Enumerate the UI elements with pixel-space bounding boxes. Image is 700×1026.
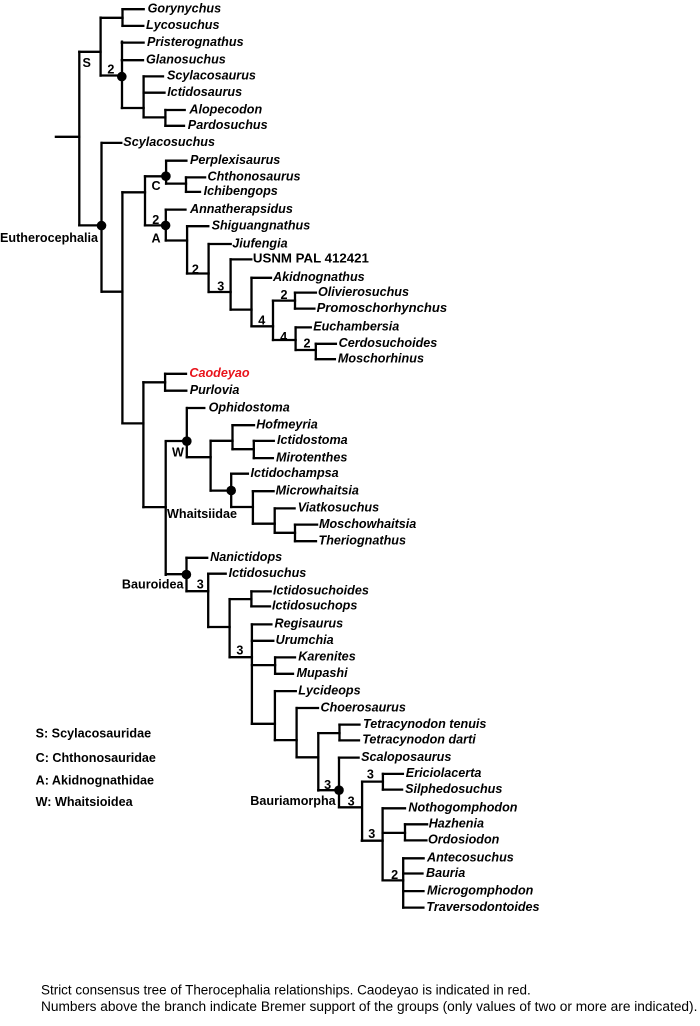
svg-text:A: A <box>151 231 160 245</box>
svg-text:3: 3 <box>217 279 224 293</box>
svg-text:3: 3 <box>236 644 243 658</box>
svg-text:C: Chthonosauridae: C: Chthonosauridae <box>36 751 156 765</box>
svg-text:A: Akidnognathidae: A: Akidnognathidae <box>36 774 154 788</box>
svg-text:Scylacosuchus: Scylacosuchus <box>123 135 215 149</box>
svg-text:Antecosuchus: Antecosuchus <box>426 851 514 865</box>
svg-text:Microgomphodon: Microgomphodon <box>427 883 534 897</box>
svg-text:Caodeyao: Caodeyao <box>189 366 249 380</box>
svg-text:Theriognathus: Theriognathus <box>319 534 406 548</box>
svg-text:2: 2 <box>280 288 287 302</box>
svg-text:Gorynychus: Gorynychus <box>148 2 221 16</box>
svg-text:2: 2 <box>192 263 199 277</box>
svg-text:2: 2 <box>152 213 159 227</box>
svg-text:W: W <box>172 446 184 460</box>
svg-text:Purlovia: Purlovia <box>190 383 240 397</box>
svg-text:Ictidosuchus: Ictidosuchus <box>229 566 307 580</box>
svg-text:2: 2 <box>391 868 398 882</box>
svg-text:W: Whaitsioidea: W: Whaitsioidea <box>36 795 134 809</box>
svg-text:Whaitsiidae: Whaitsiidae <box>167 507 237 521</box>
svg-text:USNM PAL 412421: USNM PAL 412421 <box>253 252 369 266</box>
svg-text:Ordosiodon: Ordosiodon <box>428 833 500 847</box>
svg-text:Mirotenthes: Mirotenthes <box>276 450 347 464</box>
svg-text:Bauriamorpha: Bauriamorpha <box>250 794 336 808</box>
svg-text:Ictidosaurus: Ictidosaurus <box>167 85 242 99</box>
svg-text:Cerdosuchoides: Cerdosuchoides <box>339 336 438 350</box>
svg-text:Annatherapsidus: Annatherapsidus <box>189 202 293 216</box>
svg-text:Lycosuchus: Lycosuchus <box>146 18 219 32</box>
svg-text:Euchambersia: Euchambersia <box>313 320 399 334</box>
svg-text:S: Scylacosauridae: S: Scylacosauridae <box>36 726 152 740</box>
svg-text:Bauroidea: Bauroidea <box>122 578 185 592</box>
svg-text:Shiguangnathus: Shiguangnathus <box>212 219 311 233</box>
svg-text:Perplexisaurus: Perplexisaurus <box>190 153 280 167</box>
svg-text:Ictidosuchops: Ictidosuchops <box>272 599 357 613</box>
svg-text:4: 4 <box>280 330 287 344</box>
svg-text:3: 3 <box>197 578 204 592</box>
svg-text:Urumchia: Urumchia <box>276 633 334 647</box>
svg-text:3: 3 <box>367 768 374 782</box>
svg-text:Bauria: Bauria <box>426 866 465 880</box>
svg-text:Scylacosaurus: Scylacosaurus <box>167 69 256 83</box>
svg-text:Pardosuchus: Pardosuchus <box>188 118 268 132</box>
svg-text:Moschowhaitsia: Moschowhaitsia <box>319 517 416 531</box>
svg-text:Pristerognathus: Pristerognathus <box>147 35 244 49</box>
svg-text:3: 3 <box>324 778 331 792</box>
svg-text:Silphedosuchus: Silphedosuchus <box>405 782 502 796</box>
svg-text:Nothogomphodon: Nothogomphodon <box>408 801 517 815</box>
svg-text:Numbers above the branch indic: Numbers above the branch indicate Bremer… <box>41 999 697 1014</box>
svg-text:2: 2 <box>303 336 310 350</box>
svg-text:Chthonosaurus: Chthonosaurus <box>208 170 301 184</box>
svg-text:3: 3 <box>368 827 375 841</box>
svg-text:Karenites: Karenites <box>298 650 355 664</box>
svg-text:Ictidochampsa: Ictidochampsa <box>251 466 339 480</box>
svg-text:Hofmeyria: Hofmeyria <box>256 418 318 432</box>
svg-text:Akidnognathus: Akidnognathus <box>272 270 365 284</box>
svg-text:Jiufengia: Jiufengia <box>232 236 287 250</box>
svg-text:Regisaurus: Regisaurus <box>275 617 344 631</box>
svg-text:Ictidosuchoides: Ictidosuchoides <box>273 584 369 598</box>
svg-text:Tetracynodon darti: Tetracynodon darti <box>362 733 476 747</box>
svg-text:Olivierosuchus: Olivierosuchus <box>318 285 409 299</box>
svg-text:Choerosaurus: Choerosaurus <box>321 700 406 714</box>
svg-text:Mupashi: Mupashi <box>297 666 349 680</box>
svg-text:2: 2 <box>107 62 114 76</box>
svg-text:Alopecodon: Alopecodon <box>188 102 262 116</box>
svg-text:C: C <box>151 179 160 193</box>
svg-text:Traversodontoides: Traversodontoides <box>426 900 539 914</box>
svg-text:Ictidostoma: Ictidostoma <box>277 433 348 447</box>
svg-text:Promoschorhynchus: Promoschorhynchus <box>317 301 448 315</box>
svg-text:4: 4 <box>258 313 265 327</box>
svg-text:Moschorhinus: Moschorhinus <box>338 352 424 366</box>
svg-text:Scaloposaurus: Scaloposaurus <box>361 750 451 764</box>
svg-text:3: 3 <box>348 794 355 808</box>
svg-text:Strict consensus tree of Thero: Strict consensus tree of Therocephalia r… <box>41 983 531 998</box>
svg-text:Glanosuchus: Glanosuchus <box>146 53 226 67</box>
svg-text:Ichibengops: Ichibengops <box>204 184 278 198</box>
svg-text:Tetracynodon tenuis: Tetracynodon tenuis <box>363 717 486 731</box>
svg-text:Nanictidops: Nanictidops <box>210 550 282 564</box>
svg-text:S: S <box>82 56 90 70</box>
svg-text:Hazhenia: Hazhenia <box>429 817 484 831</box>
svg-text:Microwhaitsia: Microwhaitsia <box>276 484 359 498</box>
svg-text:Lycideops: Lycideops <box>298 683 360 697</box>
svg-text:Viatkosuchus: Viatkosuchus <box>298 501 379 515</box>
svg-text:Eutherocephalia: Eutherocephalia <box>0 231 99 245</box>
svg-text:Ericiolacerta: Ericiolacerta <box>406 766 482 780</box>
svg-text:Ophidostoma: Ophidostoma <box>209 400 290 414</box>
